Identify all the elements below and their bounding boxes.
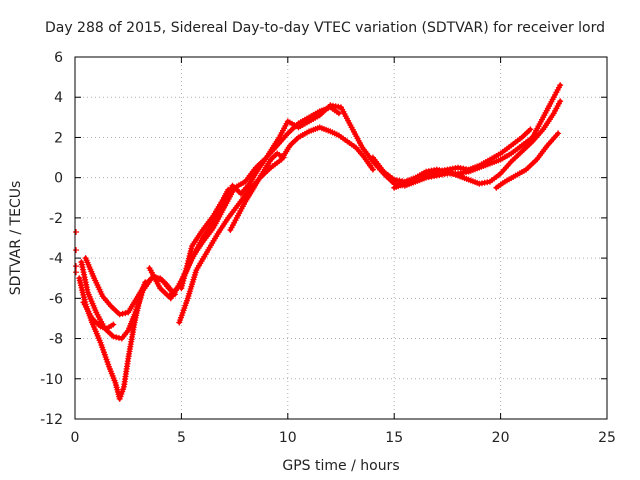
data-point — [113, 334, 120, 341]
y-tick-label: -8 — [49, 332, 63, 348]
data-point — [225, 186, 232, 193]
y-tick-label: 2 — [54, 130, 63, 146]
y-tick-label: -2 — [49, 211, 63, 227]
y-tick-label: -10 — [40, 372, 63, 388]
data-point — [119, 310, 126, 317]
x-tick-label: 20 — [492, 430, 510, 446]
data-point — [115, 334, 122, 341]
grid-lines — [75, 57, 607, 419]
data-point — [555, 130, 562, 137]
y-tick-label: 4 — [54, 90, 63, 106]
data-point — [369, 166, 376, 173]
x-tick-label: 25 — [598, 430, 616, 446]
data-point — [110, 333, 117, 340]
isolated-point — [73, 269, 80, 276]
y-tick-label: 0 — [54, 171, 63, 187]
chart-title: Day 288 of 2015, Sidereal Day-to-day VTE… — [45, 20, 605, 36]
x-tick-label: 5 — [177, 430, 186, 446]
y-tick-label: -4 — [49, 251, 63, 267]
data-points — [73, 82, 564, 402]
y-tick-label: -6 — [49, 291, 63, 307]
plot-frame — [74, 56, 608, 420]
data-point — [116, 311, 123, 318]
x-axis-label: GPS time / hours — [282, 458, 399, 474]
data-point — [527, 126, 534, 133]
data-point — [557, 82, 564, 89]
x-tick-label: 15 — [385, 430, 403, 446]
axis-ticks: 0 5 10 15 20 25 -12 -10 -8 -6 -4 -2 0 2 4 6 — [40, 50, 616, 446]
y-tick-label: 6 — [54, 50, 63, 66]
x-tick-label: 0 — [71, 430, 80, 446]
x-tick-label: 10 — [279, 430, 297, 446]
data-point — [122, 310, 129, 317]
data-point — [557, 98, 564, 105]
isolated-point — [73, 228, 80, 235]
data-point — [335, 110, 342, 117]
y-tick-label: -12 — [40, 412, 63, 428]
isolated-point — [73, 247, 80, 254]
data-point — [280, 154, 287, 161]
isolated-point — [73, 263, 80, 270]
data-point — [110, 321, 117, 328]
y-axis-label: SDTVAR / TECUs — [8, 181, 24, 296]
